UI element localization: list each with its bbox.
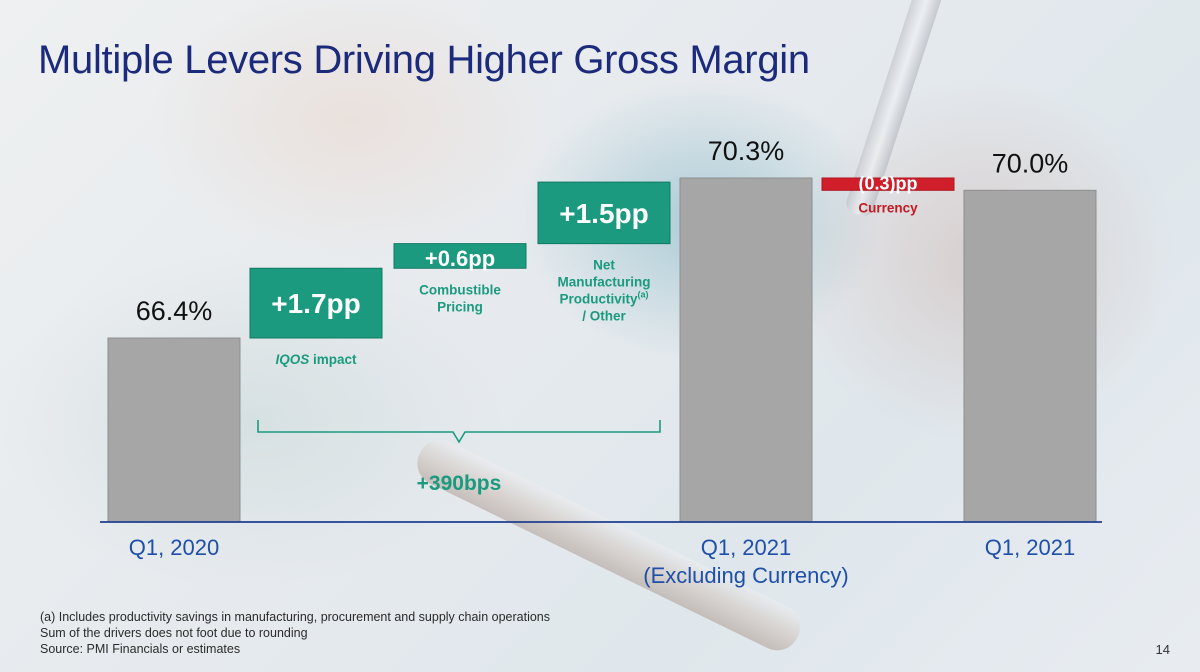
bar-value-label: 66.4% [136,296,213,326]
driver-caption: IQOS impact [275,352,357,367]
bar-total [107,337,241,523]
bar-total [679,177,813,523]
bracket-line [257,420,661,444]
bar-increase [393,243,527,269]
driver-caption: / Other [582,309,626,324]
bar-increase [249,267,383,339]
page-title: Multiple Levers Driving Higher Gross Mar… [38,38,810,82]
bar-value-label: (0.3)pp [858,173,917,193]
bar-value-label: 70.0% [992,148,1069,178]
category-label: Q1, 2020 [129,535,220,560]
bar-value-label: 70.3% [708,136,785,166]
bar-increase [537,181,671,245]
driver-caption: Net [593,258,615,273]
bar-decrease [821,177,955,191]
bar-total [963,189,1097,523]
waterfall-chart: 66.4% Q1, 2020 +1.7pp IQOS impact +0.6pp Comb… [100,136,1102,588]
category-label: Q1, 2021 [701,535,792,560]
driver-caption: Currency [858,200,918,215]
bar-value-label: +1.7pp [271,288,360,319]
footnote-rounding: Sum of the drivers does not foot due to … [40,626,308,640]
category-label: Q1, 2021 [985,535,1076,560]
driver-caption: Pricing [437,299,483,314]
footnote-a: (a) Includes productivity savings in man… [40,610,550,624]
bar-value-label: +0.6pp [425,246,495,271]
category-label: (Excluding Currency) [643,563,848,588]
driver-caption: Productivity(a) [559,290,648,307]
page-number: 14 [1155,642,1170,657]
bracket-label: +390bps [417,472,502,495]
bar-value-label: +1.5pp [559,198,648,229]
driver-caption: Manufacturing [558,275,651,290]
footnote-source: Source: PMI Financials or estimates [40,642,241,656]
driver-caption: Combustible [419,282,501,297]
